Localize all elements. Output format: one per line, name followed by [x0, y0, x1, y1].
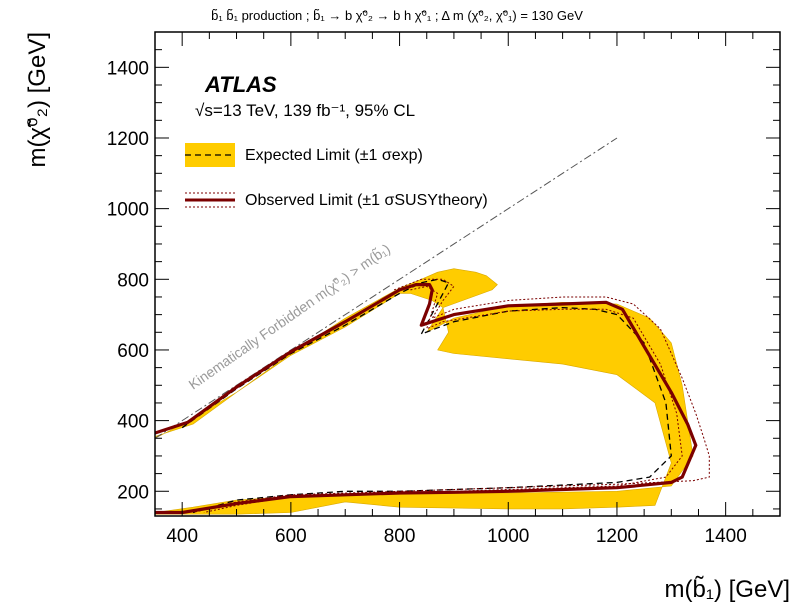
x-tick-label: 1400 — [705, 526, 747, 547]
atlas-label: ATLAS — [204, 72, 277, 97]
series-observed — [155, 283, 698, 515]
y-tick-label: 600 — [117, 341, 149, 362]
legend-expected-label: Expected Limit (±1 σexp) — [245, 147, 423, 164]
legend-observed-label: Observed Limit (±1 σSUSYtheory) — [245, 192, 488, 209]
y-tick-label: 1000 — [107, 200, 149, 221]
chart-title: b̃₁ b̃₁ production ; b̃₁ → b χ̃⁰₂ → b h … — [211, 8, 583, 23]
x-axis-title: m(b̃₁) [GeV] — [665, 576, 790, 603]
y-tick-label: 400 — [117, 412, 149, 433]
series-kinematic-diagonal — [155, 137, 618, 439]
x-tick-label: 1200 — [596, 526, 638, 547]
y-tick-label: 200 — [117, 482, 149, 503]
x-tick-label: 400 — [166, 526, 198, 547]
y-tick-label: 1200 — [107, 129, 149, 150]
tick-group: 400 600 800 1000 1200 1400 200 400 600 800 1000 120… — [107, 31, 781, 547]
series-expected-band — [155, 268, 694, 515]
y-tick-label: 1400 — [107, 58, 149, 79]
series-observed-up — [192, 278, 710, 513]
y-axis-title: m(χ̃⁰₂) [GeV] — [24, 32, 51, 168]
data-layer — [155, 137, 710, 515]
x-tick-label: 600 — [275, 526, 307, 547]
plot-frame — [154, 31, 781, 517]
x-tick-label: 1000 — [487, 526, 529, 547]
energy-lumi-label: √s=13 TeV, 139 fb⁻¹, 95% CL — [195, 101, 415, 120]
x-tick-label: 800 — [384, 526, 416, 547]
y-tick-label: 800 — [117, 270, 149, 291]
